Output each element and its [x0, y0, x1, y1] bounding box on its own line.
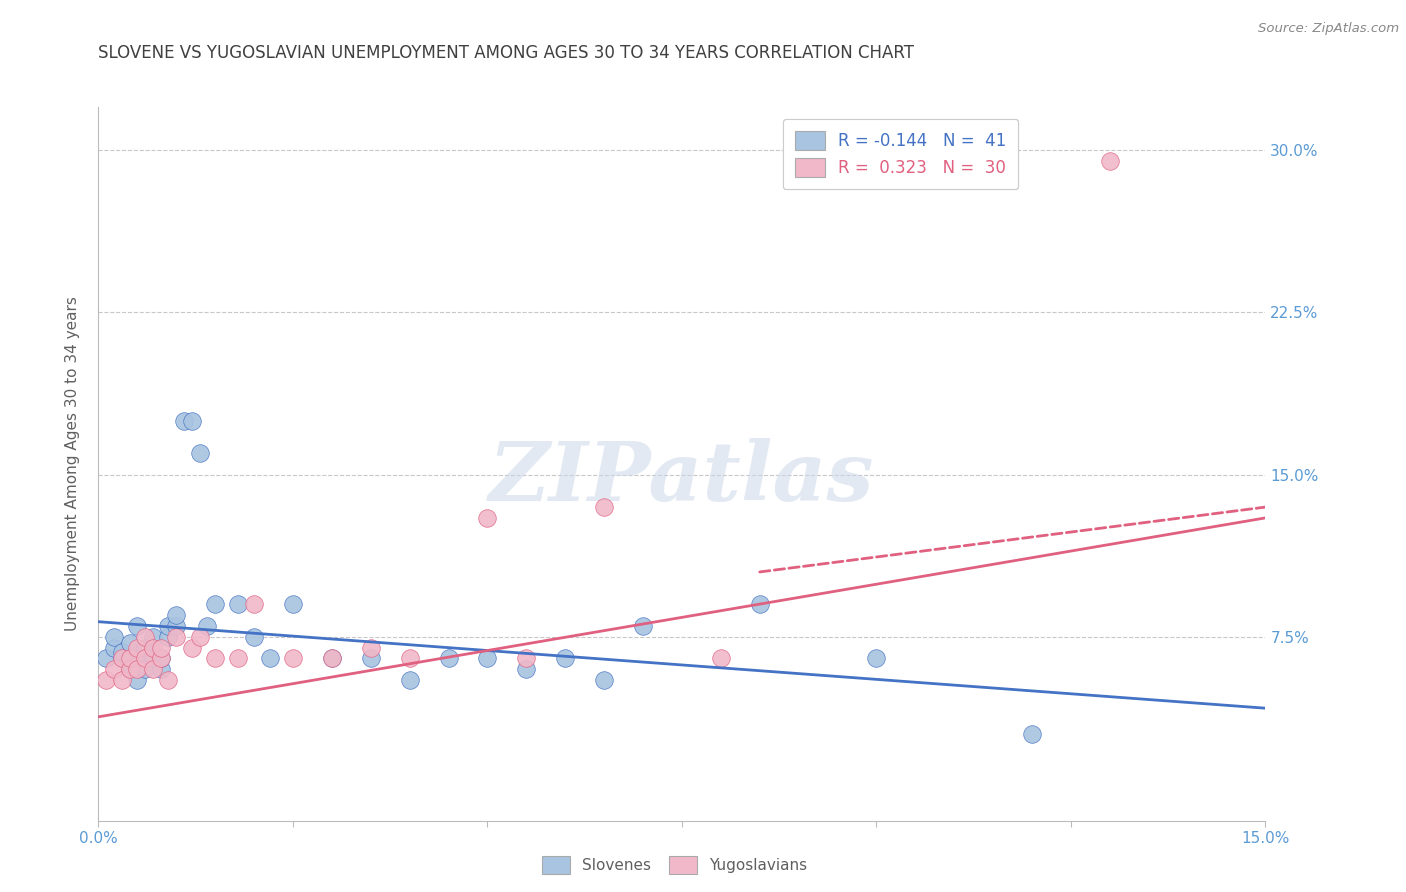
- Point: [134, 651, 156, 665]
- Point: [111, 645, 134, 659]
- Point: [149, 651, 172, 665]
- Point: [243, 598, 266, 612]
- Point: [180, 414, 202, 428]
- Point: [165, 619, 187, 633]
- Point: [477, 511, 499, 525]
- Point: [134, 640, 156, 655]
- Point: [204, 598, 226, 612]
- Point: [593, 673, 616, 687]
- Point: [142, 651, 165, 665]
- Point: [103, 630, 125, 644]
- Point: [103, 662, 125, 676]
- Point: [118, 662, 141, 676]
- Point: [149, 640, 172, 655]
- Point: [188, 446, 211, 460]
- Point: [1098, 154, 1121, 169]
- Text: Source: ZipAtlas.com: Source: ZipAtlas.com: [1258, 22, 1399, 36]
- Point: [142, 640, 165, 655]
- Point: [127, 673, 149, 687]
- Point: [748, 598, 770, 612]
- Point: [360, 640, 382, 655]
- Point: [360, 651, 382, 665]
- Legend: Slovenes, Yugoslavians: Slovenes, Yugoslavians: [536, 850, 814, 880]
- Point: [118, 662, 141, 676]
- Point: [437, 651, 460, 665]
- Point: [111, 651, 134, 665]
- Legend: R = -0.144   N =  41, R =  0.323   N =  30: R = -0.144 N = 41, R = 0.323 N = 30: [783, 119, 1018, 189]
- Point: [195, 619, 218, 633]
- Point: [228, 598, 250, 612]
- Point: [477, 651, 499, 665]
- Point: [118, 651, 141, 665]
- Point: [243, 630, 266, 644]
- Point: [188, 630, 211, 644]
- Point: [127, 640, 149, 655]
- Point: [554, 651, 576, 665]
- Point: [710, 651, 733, 665]
- Y-axis label: Unemployment Among Ages 30 to 34 years: Unemployment Among Ages 30 to 34 years: [65, 296, 80, 632]
- Point: [1021, 727, 1043, 741]
- Point: [228, 651, 250, 665]
- Point: [142, 630, 165, 644]
- Point: [127, 662, 149, 676]
- Point: [134, 662, 156, 676]
- Point: [398, 651, 420, 665]
- Point: [593, 500, 616, 514]
- Point: [259, 651, 281, 665]
- Point: [515, 651, 537, 665]
- Point: [398, 673, 420, 687]
- Point: [103, 640, 125, 655]
- Text: ZIPatlas: ZIPatlas: [489, 438, 875, 518]
- Point: [149, 662, 172, 676]
- Point: [281, 651, 304, 665]
- Point: [321, 651, 343, 665]
- Point: [96, 673, 118, 687]
- Point: [157, 630, 180, 644]
- Point: [321, 651, 343, 665]
- Point: [515, 662, 537, 676]
- Point: [149, 651, 172, 665]
- Point: [157, 673, 180, 687]
- Point: [127, 651, 149, 665]
- Point: [865, 651, 887, 665]
- Point: [142, 662, 165, 676]
- Text: SLOVENE VS YUGOSLAVIAN UNEMPLOYMENT AMONG AGES 30 TO 34 YEARS CORRELATION CHART: SLOVENE VS YUGOSLAVIAN UNEMPLOYMENT AMON…: [98, 45, 914, 62]
- Point: [96, 651, 118, 665]
- Point: [631, 619, 654, 633]
- Point: [111, 673, 134, 687]
- Point: [157, 619, 180, 633]
- Point: [165, 608, 187, 623]
- Point: [165, 630, 187, 644]
- Point: [134, 630, 156, 644]
- Point: [127, 619, 149, 633]
- Point: [111, 651, 134, 665]
- Point: [173, 414, 195, 428]
- Point: [118, 636, 141, 650]
- Point: [204, 651, 226, 665]
- Point: [180, 640, 202, 655]
- Point: [281, 598, 304, 612]
